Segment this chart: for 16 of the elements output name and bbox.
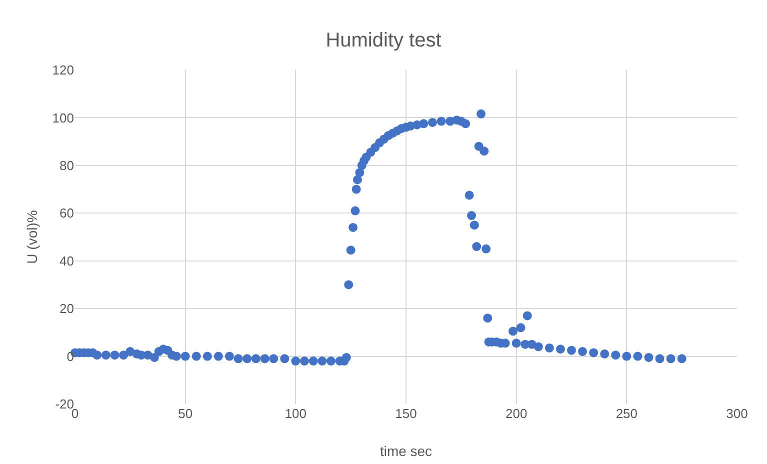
x-tick-label: 150 [395, 406, 417, 421]
y-tick-label: 20 [60, 301, 74, 316]
y-tick-label: 0 [66, 348, 74, 364]
x-tick-label: 100 [284, 406, 307, 421]
chart-title: Humidity test [326, 29, 442, 52]
y-tick-label: 100 [52, 110, 74, 126]
y-tick-label: 60 [60, 206, 74, 221]
y-axis-title: U (vol)% [24, 210, 40, 264]
y-tick-label: 80 [60, 158, 74, 173]
x-tick-label: 50 [178, 406, 193, 421]
x-tick-label: 200 [505, 406, 528, 421]
x-tick-label: 250 [616, 406, 638, 421]
y-tick-label: 40 [60, 253, 74, 268]
y-tick-label: 120 [52, 62, 74, 78]
x-axis-title: time sec [380, 443, 432, 459]
x-tick-label: 300 [726, 406, 748, 421]
